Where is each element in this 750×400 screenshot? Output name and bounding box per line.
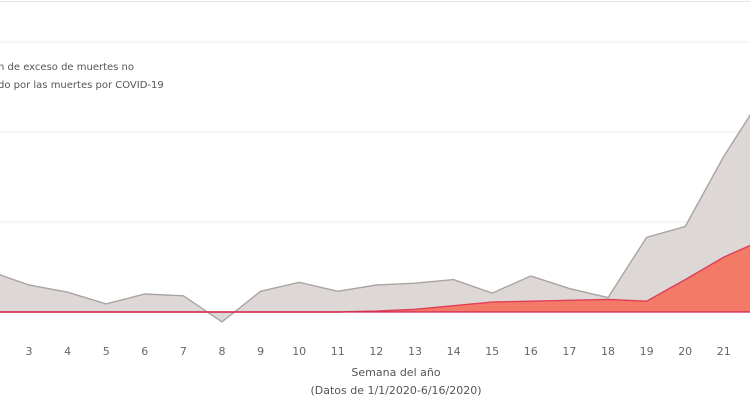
x-tick-label: 14: [447, 345, 461, 358]
x-tick-label: 7: [180, 345, 187, 358]
x-tick-label: 3: [26, 345, 33, 358]
x-tick-label: 8: [219, 345, 226, 358]
x-tick-label: 10: [292, 345, 306, 358]
series-areas: [0, 114, 750, 323]
series-1-line: [0, 114, 750, 323]
x-tick-label: 4: [64, 345, 71, 358]
annotation-line-2: do por las muertes por COVID-19: [0, 80, 164, 91]
series-1-area: [0, 115, 750, 322]
x-tick-label: 13: [408, 345, 422, 358]
x-tick-label: 21: [717, 345, 731, 358]
x-axis-title: Semana del año: [351, 366, 440, 379]
x-tick-label: 11: [331, 345, 345, 358]
x-tick-label: 12: [369, 345, 383, 358]
x-tick-labels: 3 4 5 6 7 8 9 10 11 12 13 14 15 16 17 18 19 20 21: [26, 345, 731, 358]
annotation-line-1: n de exceso de muertes no: [0, 62, 134, 73]
x-tick-label: 18: [601, 345, 615, 358]
x-tick-label: 20: [678, 345, 692, 358]
x-tick-label: 16: [524, 345, 538, 358]
x-tick-label: 15: [485, 345, 499, 358]
x-tick-label: 17: [562, 345, 576, 358]
x-tick-label: 5: [103, 345, 110, 358]
x-axis-date-range: (Datos de 1/1/2020-6/16/2020): [310, 384, 481, 397]
x-tick-label: 6: [141, 345, 148, 358]
series-2-area: [0, 245, 750, 312]
x-tick-label: 9: [257, 345, 264, 358]
x-tick-label: 19: [640, 345, 654, 358]
gridlines: [0, 41, 750, 223]
